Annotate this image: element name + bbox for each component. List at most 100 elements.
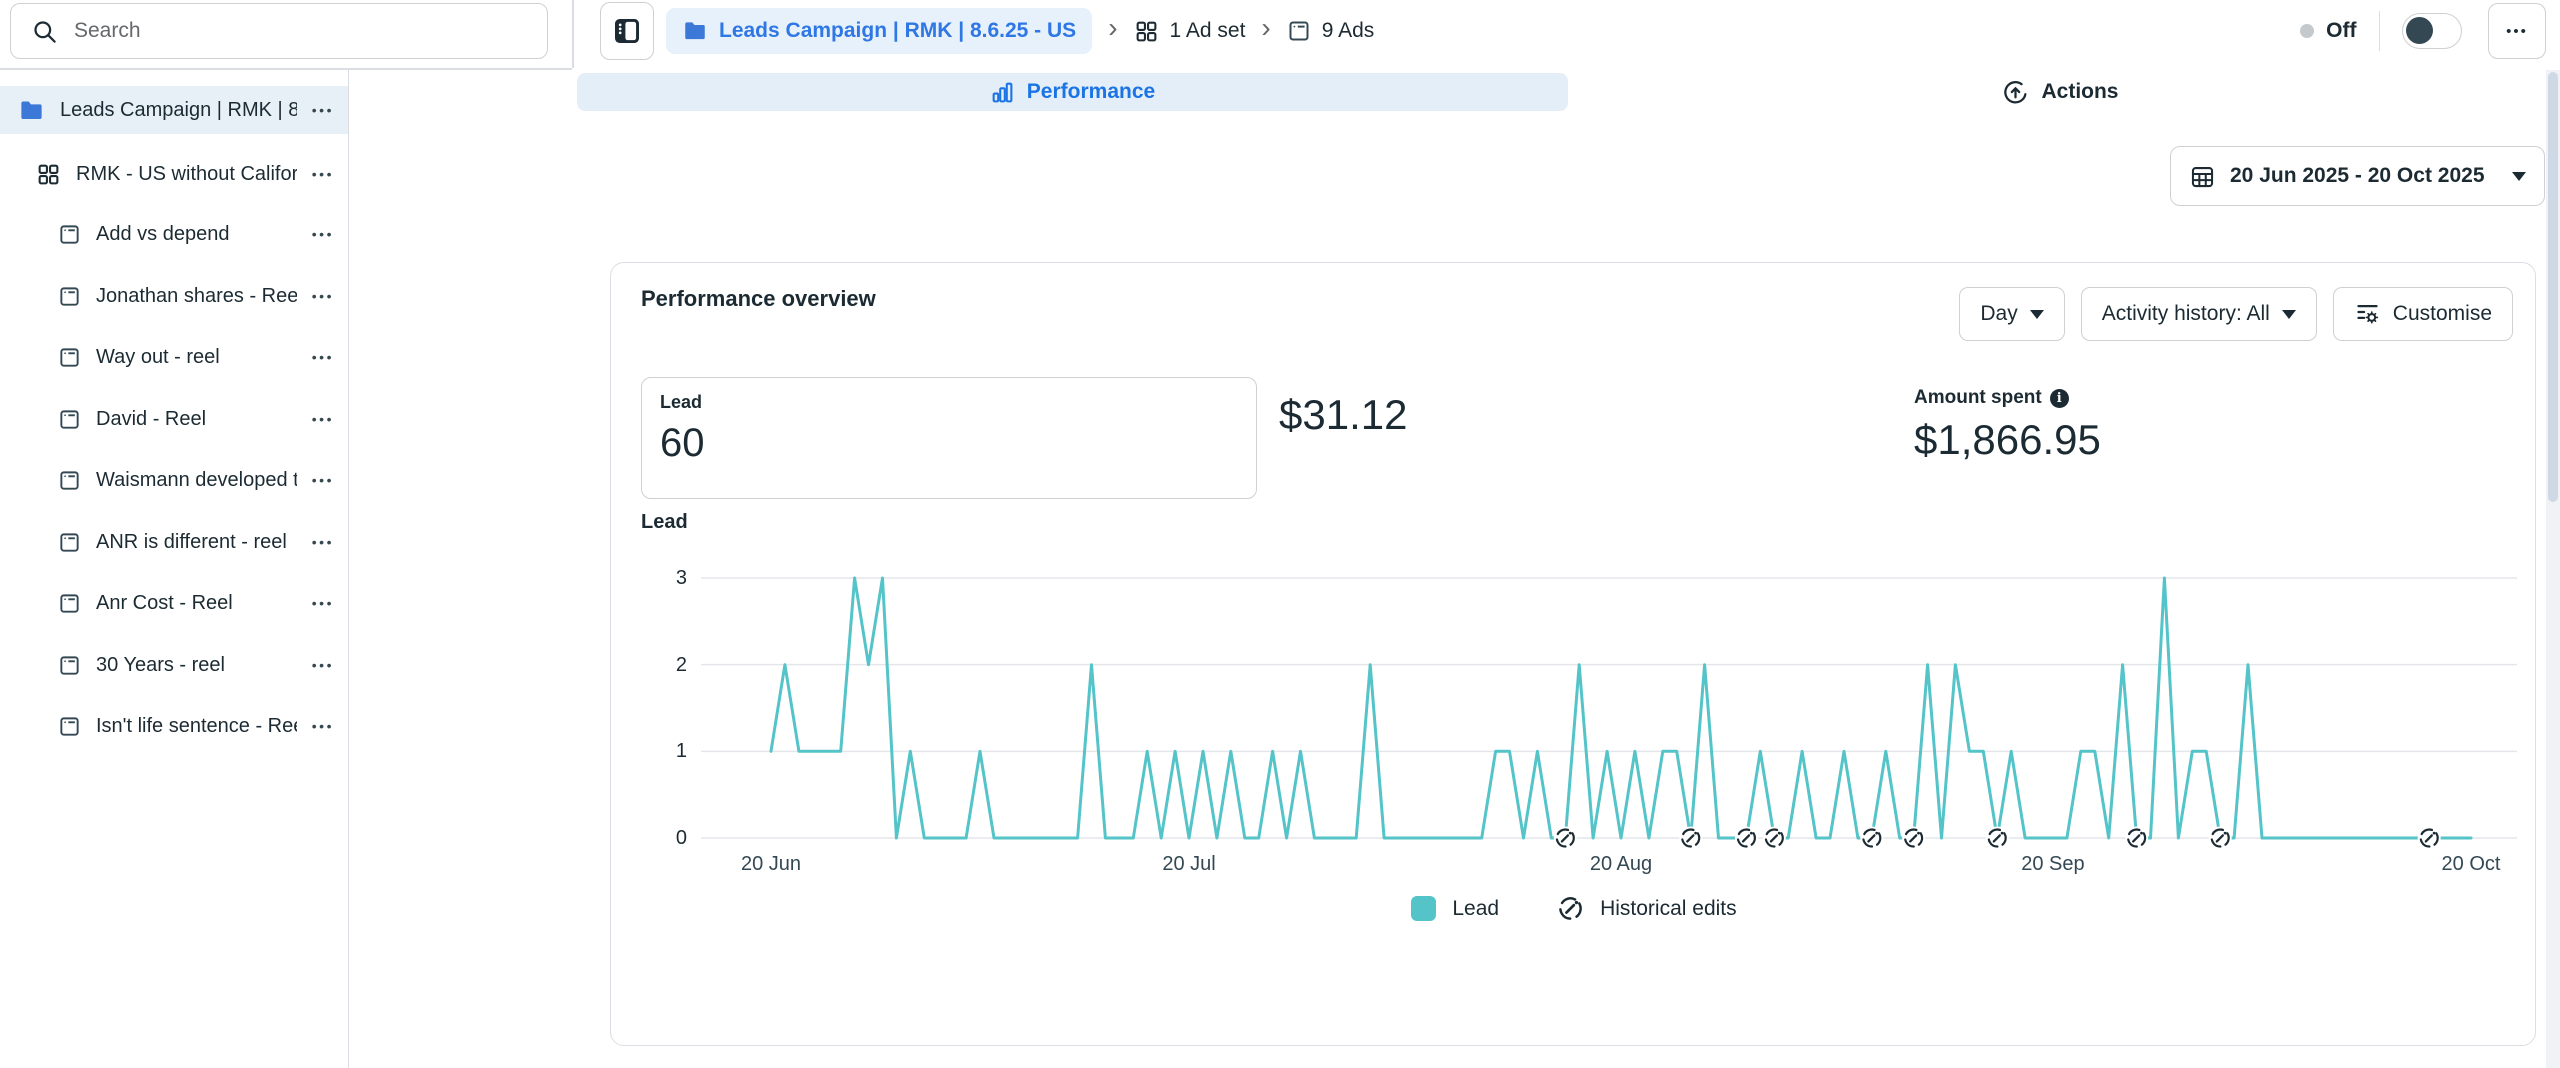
sidebar-item-ad[interactable]: ANR is different - reel •••: [0, 518, 348, 566]
lead-legend-swatch: [1411, 896, 1437, 921]
historical-edit-marker[interactable]: [1762, 826, 1786, 850]
date-range-picker[interactable]: 20 Jun 2025 - 20 Oct 2025: [2170, 146, 2545, 206]
lead-metric-label: Lead: [660, 392, 703, 412]
chart-section-label: Lead: [641, 511, 688, 533]
sidebar-item-ad[interactable]: Isn't life sentence - Reel •••: [0, 702, 348, 750]
historical-edit-marker[interactable]: [2125, 826, 2149, 850]
x-axis-tick: 20 Sep: [2021, 853, 2085, 875]
search-icon: [34, 20, 56, 43]
y-axis-tick: 0: [675, 827, 687, 849]
sidebar-panel-icon: [615, 19, 639, 43]
search-input[interactable]: Search: [10, 3, 548, 59]
more-icon[interactable]: •••: [311, 349, 334, 365]
sidebar-item-ad-label: Add vs depend: [96, 222, 230, 245]
more-icon[interactable]: •••: [311, 595, 334, 611]
sidebar-item-ad[interactable]: Anr Cost - Reel •••: [0, 579, 348, 627]
card-toolbar: Day Activity history: All Customise: [1959, 287, 2513, 341]
more-options-button[interactable]: •••: [2488, 3, 2546, 59]
calendar-icon: [2191, 166, 2214, 187]
ad-icon: [60, 532, 79, 552]
historical-edit-marker[interactable]: [1985, 826, 2009, 850]
ad-icon: [60, 409, 79, 429]
historical-edits-icon: [1559, 897, 1582, 920]
toolbar-vertical-divider: [572, 0, 574, 68]
lead-legend-label: Lead: [1452, 896, 1500, 920]
caret-down-icon: [2029, 309, 2044, 319]
breadcrumb-campaign-label: Leads Campaign | RMK | 8.6.25 - US: [719, 19, 1077, 42]
cost-per-lead-value: $31.12: [1279, 391, 1408, 438]
historical-edit-marker[interactable]: [1734, 826, 1758, 850]
top-toolbar: Search Leads Campaign | RMK | 8.6.25 - U…: [0, 0, 2560, 70]
breadcrumb-ads[interactable]: 9 Ads: [1287, 19, 1375, 43]
y-axis-tick: 3: [675, 567, 687, 589]
breadcrumb-adset[interactable]: 1 Ad set: [1134, 19, 1246, 44]
tab-actions-label: Actions: [2041, 80, 2119, 103]
breadcrumb-ads-label: 9 Ads: [1321, 19, 1375, 42]
more-icon[interactable]: •••: [311, 166, 334, 182]
sidebar-item-ad[interactable]: Way out - reel •••: [0, 333, 348, 381]
adset-grid-icon: [38, 164, 59, 184]
lead-metric-card[interactable]: Lead 60: [641, 377, 1257, 499]
lead-line-chart-svg: [701, 576, 2517, 850]
status-label: Off: [2326, 19, 2357, 42]
lead-metric-value: 60: [660, 421, 705, 465]
more-icon[interactable]: •••: [311, 657, 334, 673]
ad-icon: [60, 347, 79, 367]
historical-edit-marker[interactable]: [1902, 826, 1926, 850]
more-icon[interactable]: •••: [311, 102, 334, 118]
sidebar-item-ad-label: ANR is different - reel: [96, 530, 287, 553]
historical-edit-marker[interactable]: [2417, 826, 2441, 850]
more-icon[interactable]: •••: [311, 718, 334, 734]
chevron-right-icon: ›: [1261, 12, 1271, 43]
scrollbar-thumb[interactable]: [2548, 72, 2558, 502]
sidebar-item-ad[interactable]: David - Reel •••: [0, 395, 348, 443]
customise-button[interactable]: Customise: [2332, 287, 2513, 341]
customise-label: Customise: [2392, 302, 2492, 325]
caret-down-icon: [2512, 171, 2526, 181]
caret-down-icon: [2281, 309, 2296, 319]
more-icon[interactable]: •••: [311, 534, 334, 550]
historical-edit-marker[interactable]: [2208, 826, 2232, 850]
x-axis-tick: 20 Oct: [2441, 853, 2501, 875]
activity-history-dropdown[interactable]: Activity history: All: [2080, 287, 2317, 341]
sidebar-item-ad-label: Jonathan shares - Reel: [96, 284, 297, 307]
more-icon[interactable]: •••: [311, 411, 334, 427]
sidebar-item-campaign[interactable]: Leads Campaign | RMK | 8.6.25 - US •••: [0, 86, 348, 134]
tab-actions[interactable]: Actions: [1575, 73, 2546, 111]
campaign-tree-sidebar: Leads Campaign | RMK | 8.6.25 - US••• RMK…: [0, 70, 349, 1068]
sidebar-item-ad[interactable]: Waismann developed the ANR •••: [0, 456, 348, 504]
sidebar-item-ad[interactable]: 30 Years - reel •••: [0, 641, 348, 689]
more-icon[interactable]: •••: [311, 226, 334, 242]
collapse-sidebar-button[interactable]: [600, 2, 654, 60]
granularity-label: Day: [1980, 302, 2018, 325]
historical-edits-label: Historical edits: [1600, 896, 1737, 920]
historical-edit-marker[interactable]: [1860, 826, 1884, 850]
more-icon[interactable]: •••: [311, 472, 334, 488]
toolbar-bottom-divider: [0, 68, 572, 70]
search-placeholder: Search: [74, 19, 141, 42]
granularity-dropdown[interactable]: Day: [1959, 287, 2065, 341]
tab-performance[interactable]: Performance: [577, 73, 1568, 111]
breadcrumb-adset-label: 1 Ad set: [1169, 19, 1246, 42]
vertical-scrollbar[interactable]: [2546, 70, 2560, 1068]
historical-edit-marker[interactable]: [1679, 826, 1703, 850]
y-axis-tick: 2: [675, 653, 687, 676]
toggle-knob: [2406, 17, 2433, 44]
breadcrumb-campaign[interactable]: Leads Campaign | RMK | 8.6.25 - US: [666, 8, 1093, 54]
arrow-up-circle-icon: [2004, 80, 2028, 103]
sidebar-item-ad[interactable]: Add vs depend •••: [0, 210, 348, 258]
sidebar-item-ad[interactable]: Jonathan shares - Reel •••: [0, 272, 348, 320]
ad-icon: [60, 470, 79, 490]
status-off-dot: [2300, 24, 2315, 38]
historical-edit-marker[interactable]: [1553, 826, 1577, 850]
sidebar-item-adset[interactable]: RMK - US without California; Georgi... ••…: [0, 150, 348, 198]
chevron-right-icon: ›: [1108, 12, 1118, 43]
sidebar-item-ad-label: 30 Years - reel: [96, 653, 225, 676]
more-icon[interactable]: •••: [311, 288, 334, 304]
campaign-active-toggle[interactable]: [2402, 13, 2462, 49]
ad-icon: [60, 224, 79, 244]
chart-legend: Lead Historical edits: [611, 895, 2537, 922]
ad-icon: [1289, 21, 1309, 41]
adset-grid-icon: [1136, 21, 1156, 41]
info-icon[interactable]: [2049, 388, 2069, 408]
